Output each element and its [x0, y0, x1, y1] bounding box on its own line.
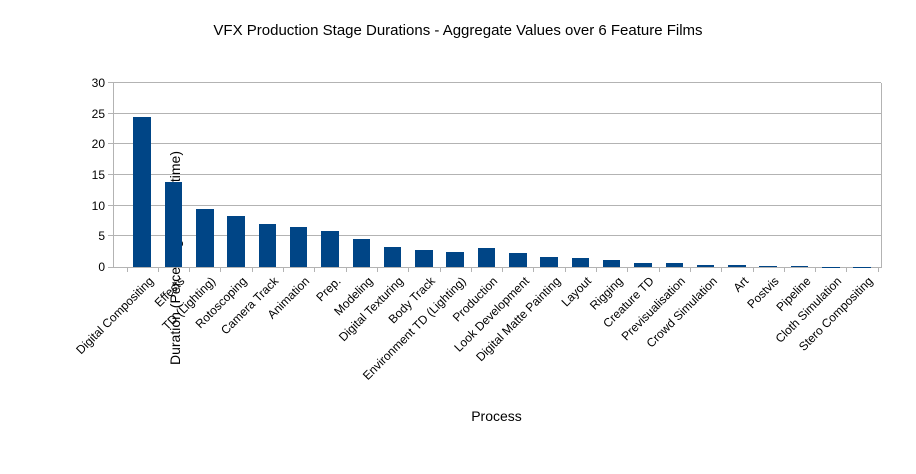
x-tick-mark — [564, 267, 566, 272]
bar — [227, 216, 245, 267]
y-tick-label: 20 — [91, 137, 105, 152]
bar — [477, 248, 496, 267]
x-tick-label: Digital Compositing — [73, 274, 157, 358]
y-tick-mark — [108, 267, 114, 268]
x-tick-mark — [376, 267, 378, 272]
bar — [446, 251, 464, 267]
bar — [634, 263, 652, 267]
gridline-y-25 — [114, 112, 881, 114]
bar — [571, 258, 590, 267]
x-tick-label: Art — [729, 274, 751, 295]
bar — [258, 224, 277, 267]
x-tick-mark — [689, 267, 691, 272]
x-tick-mark — [533, 267, 535, 272]
bar — [665, 263, 683, 267]
bar — [321, 231, 339, 267]
x-tick-mark — [815, 267, 817, 272]
y-tick-label: 5 — [98, 229, 105, 244]
bar — [383, 246, 402, 267]
bar — [728, 265, 746, 267]
x-tick-mark — [126, 267, 128, 272]
x-tick-mark — [345, 267, 347, 272]
plot-area: Duration (Percentage of total time) 0510… — [73, 76, 882, 383]
x-tick-mark — [470, 267, 472, 272]
x-tick-mark — [658, 267, 660, 272]
bar — [196, 208, 214, 267]
x-axis-title: Process — [471, 408, 522, 424]
x-tick-mark — [189, 267, 191, 272]
bar — [696, 264, 715, 267]
x-tick-mark — [721, 267, 723, 272]
x-tick-mark — [220, 267, 222, 272]
bar — [133, 116, 151, 267]
x-tick-mark — [596, 267, 597, 272]
chart-title: VFX Production Stage Durations - Aggrega… — [213, 22, 703, 39]
y-tick-label: 25 — [91, 106, 105, 121]
gridline-y-5 — [114, 235, 881, 237]
y-tick-mark — [108, 174, 114, 175]
y-tick-mark — [108, 204, 114, 206]
x-tick-mark — [502, 267, 504, 272]
x-tick-mark — [251, 267, 253, 272]
y-tick-mark — [108, 112, 114, 114]
bar — [790, 266, 809, 267]
bar — [289, 226, 308, 267]
bar — [164, 181, 183, 267]
x-tick-mark — [408, 267, 410, 272]
y-tick-label: 10 — [91, 198, 105, 213]
x-tick-mark — [846, 267, 848, 272]
gridline-y-15 — [114, 174, 881, 175]
y-tick-mark — [108, 143, 114, 145]
x-tick-mark — [439, 267, 441, 272]
x-tick-mark — [283, 267, 284, 272]
gridline-y-30 — [114, 82, 881, 83]
bar — [415, 250, 433, 267]
y-tick-mark — [108, 235, 114, 237]
bar — [509, 252, 527, 267]
x-tick-mark — [627, 267, 629, 272]
bar — [602, 259, 621, 267]
bar — [352, 238, 370, 267]
x-tick-mark — [314, 267, 316, 272]
y-tick-mark — [108, 82, 114, 83]
y-tick-label: 15 — [91, 168, 105, 182]
x-tick-mark — [157, 267, 159, 272]
gridline-y-20 — [114, 143, 881, 145]
gridline-y-10 — [114, 204, 881, 206]
bar — [540, 256, 558, 267]
x-tick-mark — [783, 267, 785, 272]
x-tick-mark — [877, 267, 879, 272]
x-tick-mark — [752, 267, 754, 272]
y-tick-label: 30 — [91, 76, 105, 90]
y-tick-label: 0 — [98, 260, 105, 274]
bar — [759, 266, 777, 267]
